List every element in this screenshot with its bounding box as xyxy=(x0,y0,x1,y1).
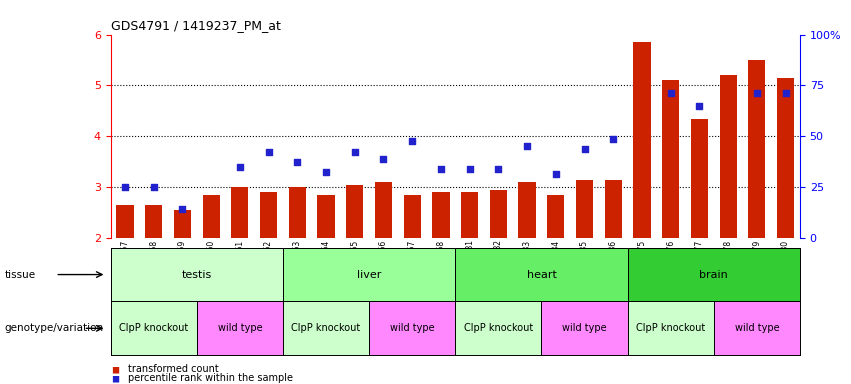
Bar xyxy=(117,205,134,238)
Bar xyxy=(777,78,794,238)
Bar xyxy=(197,301,283,355)
Text: wild type: wild type xyxy=(734,323,780,333)
Point xyxy=(693,103,706,109)
Point xyxy=(118,184,132,190)
Bar xyxy=(748,60,765,238)
Point xyxy=(578,146,591,152)
Bar xyxy=(111,248,283,301)
Text: genotype/variation: genotype/variation xyxy=(4,323,103,333)
Point xyxy=(463,166,477,172)
Point xyxy=(319,169,333,175)
Bar xyxy=(403,195,420,238)
Point xyxy=(779,90,792,96)
Point xyxy=(520,144,534,150)
Bar xyxy=(260,192,277,238)
Text: testis: testis xyxy=(181,270,212,280)
Bar xyxy=(288,187,306,238)
Point xyxy=(405,138,419,144)
Bar xyxy=(203,195,220,238)
Point xyxy=(549,171,563,177)
Point xyxy=(147,184,161,190)
Bar xyxy=(604,180,622,238)
Text: liver: liver xyxy=(357,270,381,280)
Bar xyxy=(662,80,679,238)
Bar xyxy=(547,195,564,238)
Point xyxy=(233,164,247,170)
Bar xyxy=(374,182,392,238)
Text: ClpP knockout: ClpP knockout xyxy=(119,323,188,333)
Point xyxy=(348,149,362,155)
Point xyxy=(175,205,189,212)
Bar xyxy=(714,301,800,355)
Text: ClpP knockout: ClpP knockout xyxy=(464,323,533,333)
Bar xyxy=(633,42,650,238)
Text: ◼: ◼ xyxy=(111,373,119,383)
Bar xyxy=(231,187,248,238)
Bar xyxy=(369,301,455,355)
Bar xyxy=(283,248,455,301)
Text: percentile rank within the sample: percentile rank within the sample xyxy=(128,373,293,383)
Text: brain: brain xyxy=(700,270,728,280)
Bar xyxy=(627,248,800,301)
Bar xyxy=(576,180,593,238)
Bar xyxy=(111,301,197,355)
Text: GDS4791 / 1419237_PM_at: GDS4791 / 1419237_PM_at xyxy=(111,19,281,32)
Bar xyxy=(317,195,334,238)
Text: ◼: ◼ xyxy=(111,364,119,374)
Bar xyxy=(490,190,507,238)
Bar xyxy=(432,192,449,238)
Text: wild type: wild type xyxy=(218,323,262,333)
Bar xyxy=(541,301,627,355)
Bar xyxy=(518,182,536,238)
Point xyxy=(607,136,620,142)
Point xyxy=(750,90,763,96)
Bar xyxy=(627,301,714,355)
Bar xyxy=(283,301,369,355)
Text: transformed count: transformed count xyxy=(128,364,219,374)
Bar xyxy=(691,119,708,238)
Text: heart: heart xyxy=(527,270,557,280)
Bar xyxy=(461,192,478,238)
Point xyxy=(492,166,505,172)
Point xyxy=(262,149,276,155)
Point xyxy=(434,166,448,172)
Point xyxy=(290,159,304,165)
Point xyxy=(664,90,677,96)
Bar xyxy=(455,301,541,355)
Text: tissue: tissue xyxy=(4,270,36,280)
Bar xyxy=(174,210,191,238)
Bar xyxy=(145,205,163,238)
Text: ClpP knockout: ClpP knockout xyxy=(636,323,705,333)
Bar xyxy=(346,185,363,238)
Bar xyxy=(455,248,627,301)
Text: ClpP knockout: ClpP knockout xyxy=(291,323,361,333)
Bar xyxy=(719,75,737,238)
Text: wild type: wild type xyxy=(390,323,435,333)
Point xyxy=(377,156,391,162)
Text: wild type: wild type xyxy=(563,323,607,333)
